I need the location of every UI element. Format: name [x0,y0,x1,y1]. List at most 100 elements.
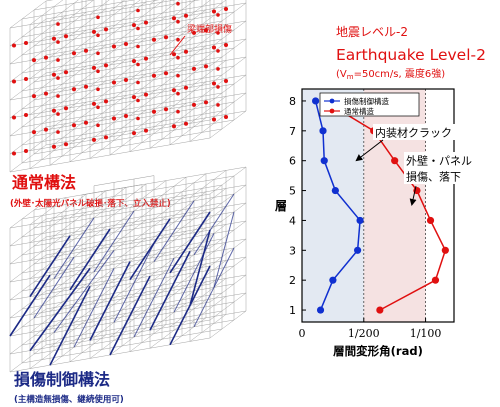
series-line [314,100,361,311]
conventional-method-label: 通常構法 [12,173,76,192]
damper-brace [9,274,51,337]
damage-marker [224,43,228,47]
y-axis-label: 層 [275,199,287,213]
legend-label: 通常構造 [344,106,374,116]
damage-marker [184,13,188,18]
legend-label: 損傷制御構造 [344,96,389,106]
damage-marker [204,64,208,69]
damage-marker [224,115,228,119]
damage-marker [112,116,116,121]
y-tick-label: 8 [289,95,296,108]
damage-marker [24,41,28,45]
damage-marker [176,19,180,24]
legend-swatch-dot [329,98,335,104]
damage-marker [96,105,100,110]
damage-marker [104,135,108,140]
damage-marker [224,79,228,83]
damage-marker [212,45,216,50]
earthquake-params-sub: m [347,73,354,81]
damage-marker [52,144,56,149]
damage-marker [92,101,96,106]
y-tick-label: 1 [289,304,296,317]
damage-marker [176,91,180,96]
series-point [311,97,320,105]
damage-marker [72,87,76,92]
damage-marker [132,131,136,136]
damage-marker [216,13,220,17]
damper-brace [149,251,191,331]
damage-marker [176,1,180,6]
damage-marker [96,123,100,128]
damage-marker [56,76,60,80]
damage-marker [136,80,140,85]
damper-brace [109,275,151,356]
damage-marker [216,103,220,107]
damage-marker [104,99,108,104]
damage-marker [136,8,140,13]
conventional-method-sublabel: (外壁･太陽光パネル破損･落下、立入禁止) [10,198,171,209]
damage-marker [96,51,100,56]
damper-brace [153,200,195,262]
annotation-bg [404,168,482,184]
damper-brace [89,261,131,341]
damage-marker [124,42,128,46]
damage-marker [176,73,180,78]
damage-marker [92,137,96,142]
damage-marker [52,36,56,41]
damage-control-method-label: 損傷制御構法 [14,370,110,389]
drift-band [363,89,426,322]
damper-brace [113,243,155,323]
damage-marker [12,43,16,48]
y-tick-label: 4 [289,214,296,227]
damage-marker [216,31,220,35]
damage-marker [136,98,140,103]
legend-swatch-dot [329,108,335,114]
damage-marker [96,15,100,20]
damage-marker [184,121,188,126]
damage-control-method-sublabel: (主構造無損傷、継続使用可) [14,394,124,405]
damper-brace [93,210,135,273]
damage-marker [52,108,56,113]
damper-brace [69,228,111,291]
plot-frame [301,88,455,323]
damper-brace [189,229,211,306]
damage-marker [204,100,208,105]
damage-marker [136,116,140,121]
damage-marker [152,109,156,114]
damage-marker [132,59,136,64]
damage-marker [176,37,180,42]
damage-marker [44,127,48,132]
damage-marker [172,88,176,93]
series-point [316,306,325,314]
damage-marker [24,77,28,81]
damage-marker [216,85,220,89]
damage-marker [32,58,36,63]
series-point [319,127,327,135]
damage-marker [56,94,60,98]
damper-brace [33,256,75,319]
damage-marker [24,113,28,117]
damage-marker [24,149,28,153]
damage-marker [104,27,108,32]
damage-marker [64,106,68,111]
beam-end-damage-markers [12,1,228,156]
x-axis-label: 層間変形角(rad) [333,344,423,358]
damage-marker [192,30,196,35]
annotation-leader-line [169,35,186,56]
earthquake-params-pre: (V [336,69,347,80]
damage-marker [56,40,60,44]
series-point [431,276,440,284]
series-point [329,276,337,284]
damper-brace [49,286,91,366]
damage-marker [216,67,220,71]
damage-marker [84,120,88,125]
earthquake-level-jp: 地震レベル-2 [336,25,408,39]
damage-marker [144,56,148,61]
legend-box [319,92,420,117]
x-tick-label: 0 [299,327,306,340]
damage-marker [104,63,108,68]
annotation-arrow [355,139,384,162]
damper-brace [73,268,115,348]
damage-marker [136,62,140,67]
